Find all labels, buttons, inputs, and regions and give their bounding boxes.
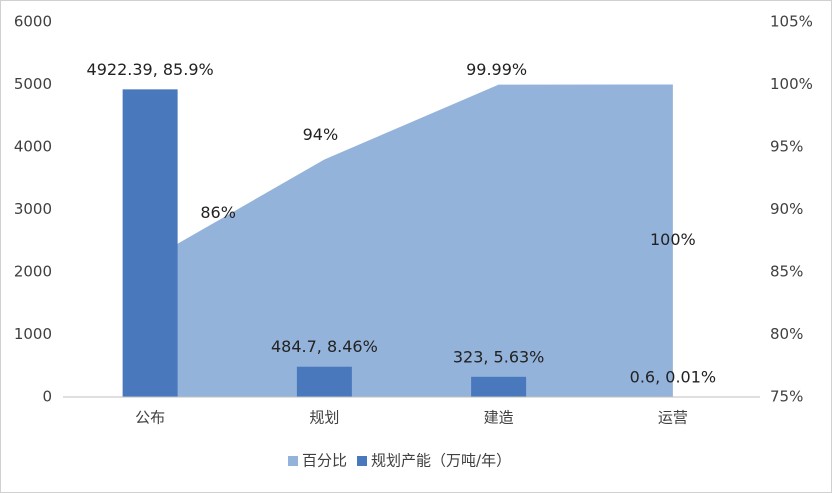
- y2-tick-label: 75%: [770, 388, 803, 406]
- y-tick-label: 4000: [14, 138, 52, 156]
- data-label: 86%: [200, 203, 236, 222]
- y2-tick-label: 90%: [770, 200, 803, 218]
- bar: [296, 366, 352, 397]
- y2-tick-label: 80%: [770, 325, 803, 343]
- bar: [471, 376, 527, 397]
- data-label: 4922.39, 85.9%: [87, 60, 214, 79]
- legend-label: 规划产能（万吨/年）: [371, 452, 511, 470]
- data-label: 94%: [303, 125, 339, 144]
- y2-tick-label: 95%: [770, 138, 803, 156]
- y-tick-label: 6000: [14, 13, 52, 31]
- bar: [122, 89, 178, 398]
- y2-tick-label: 100%: [770, 75, 813, 93]
- data-label: 484.7, 8.46%: [271, 337, 378, 356]
- y-tick-label: 2000: [14, 263, 52, 281]
- y2-tick-label: 85%: [770, 263, 803, 281]
- x-tick-label: 公布: [135, 409, 165, 427]
- area: [150, 84, 673, 397]
- x-tick-label: 规划: [309, 409, 339, 427]
- x-tick-label: 运营: [658, 409, 688, 427]
- data-label: 99.99%: [466, 60, 527, 79]
- data-label: 100%: [650, 230, 696, 249]
- x-tick-label: 建造: [484, 409, 514, 427]
- data-label: 0.6, 0.01%: [630, 367, 716, 386]
- y-tick-label: 0: [42, 388, 52, 406]
- y2-tick-label: 105%: [770, 13, 813, 31]
- y-tick-label: 5000: [14, 75, 52, 93]
- y-tick-label: 1000: [14, 325, 52, 343]
- y-tick-label: 3000: [14, 200, 52, 218]
- legend-label: 百分比: [302, 452, 347, 470]
- legend-swatch: [357, 456, 368, 466]
- legend-swatch: [288, 456, 298, 466]
- data-label: 323, 5.63%: [453, 347, 545, 366]
